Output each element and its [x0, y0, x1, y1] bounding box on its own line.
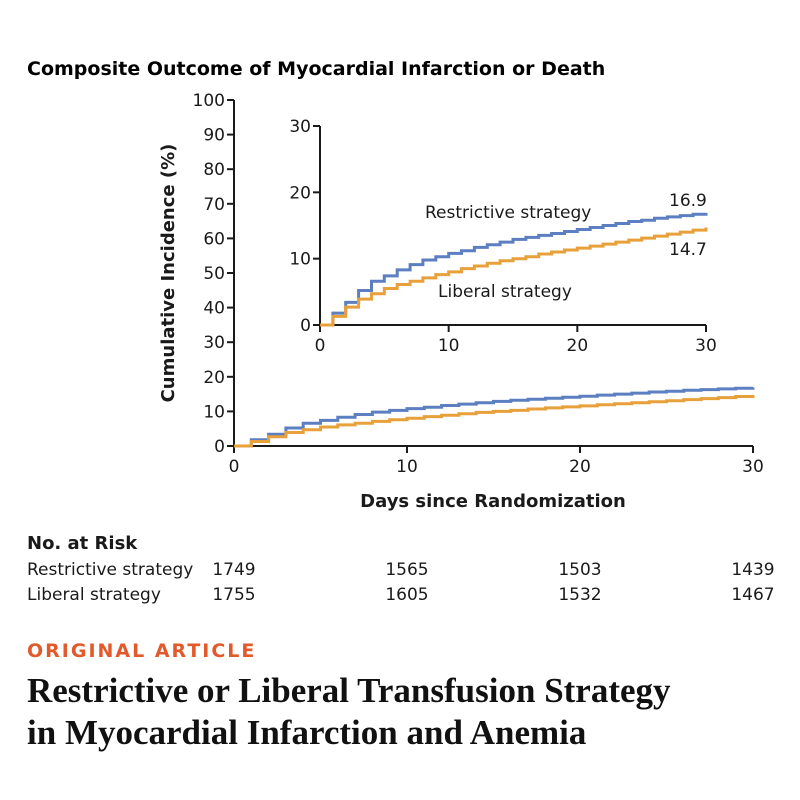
risk-value: 1565: [385, 560, 428, 580]
y-tick-label: 10: [289, 250, 311, 270]
inset-axes: 0 10 20 30 0 10 20 30: [289, 117, 716, 356]
article-type-label: ORIGINAL ARTICLE: [27, 640, 257, 662]
y-tick-label: 90: [203, 126, 225, 146]
x-axis-label: Days since Randomization: [360, 491, 626, 512]
x-tick-label: 0: [315, 336, 326, 356]
liberal-series-label: Liberal strategy: [438, 282, 572, 302]
y-tick-label: 0: [214, 437, 225, 457]
main-y-ticks: 0 10 20 30 40 50 60 70 80 90 100: [193, 91, 234, 457]
risk-value: 1532: [558, 585, 601, 605]
x-tick-label: 30: [742, 457, 764, 477]
chart-title: Composite Outcome of Myocardial Infarcti…: [27, 58, 605, 80]
restrictive-series-line: [320, 212, 708, 327]
x-tick-label: 20: [567, 336, 589, 356]
risk-row-label-liberal: Liberal strategy: [27, 585, 161, 605]
y-axis-label: Cumulative Incidence (%): [158, 144, 179, 403]
risk-value: 1755: [212, 585, 255, 605]
y-tick-label: 20: [289, 183, 311, 203]
figure-svg: Composite Outcome of Myocardial Infarcti…: [27, 58, 775, 605]
risk-value: 1605: [385, 585, 428, 605]
y-tick-label: 60: [203, 229, 225, 249]
article-title-line-2: in Myocardial Infarction and Anemia: [27, 713, 587, 752]
x-tick-label: 10: [396, 457, 418, 477]
y-tick-label: 50: [203, 264, 225, 284]
y-tick-label: 30: [289, 117, 311, 137]
risk-value: 1467: [731, 585, 774, 605]
liberal-series-line: [234, 395, 755, 448]
main-series: [234, 386, 755, 448]
x-tick-label: 20: [569, 457, 591, 477]
y-tick-label: 40: [203, 299, 225, 319]
liberal-series-line: [320, 227, 708, 327]
x-tick-label: 0: [229, 457, 240, 477]
risk-value: 1503: [558, 560, 601, 580]
article-title-line-1: Restrictive or Liberal Transfusion Strat…: [27, 671, 671, 710]
risk-table-heading: No. at Risk: [27, 533, 138, 554]
risk-row-label-restrictive: Restrictive strategy: [27, 560, 193, 580]
restrictive-series-line: [234, 386, 755, 448]
main-x-ticks: 0 10 20 30: [229, 446, 764, 477]
y-tick-label: 30: [203, 333, 225, 353]
inset-series: [320, 212, 708, 327]
y-tick-label: 10: [203, 402, 225, 422]
liberal-end-value: 14.7: [669, 240, 707, 260]
risk-value: 1749: [212, 560, 255, 580]
y-tick-label: 80: [203, 160, 225, 180]
restrictive-end-value: 16.9: [669, 191, 707, 211]
y-tick-label: 70: [203, 195, 225, 215]
risk-table: No. at Risk Restrictive strategy Liberal…: [27, 533, 775, 605]
restrictive-series-label: Restrictive strategy: [425, 203, 591, 223]
y-tick-label: 100: [193, 91, 225, 111]
inset-x-ticks: 0 10 20 30: [315, 325, 717, 356]
inset-y-ticks: 0 10 20 30: [289, 117, 320, 336]
y-tick-label: 20: [203, 368, 225, 388]
x-tick-label: 30: [695, 336, 717, 356]
risk-value: 1439: [731, 560, 774, 580]
article-title: Restrictive or Liberal Transfusion Strat…: [27, 670, 787, 754]
y-tick-label: 0: [300, 316, 311, 336]
x-tick-label: 10: [438, 336, 460, 356]
